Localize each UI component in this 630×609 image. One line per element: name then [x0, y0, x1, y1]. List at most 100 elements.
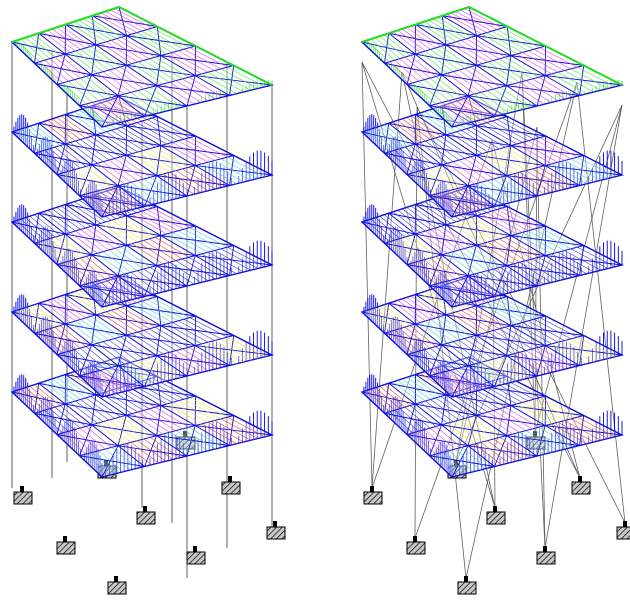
panel-hatch [103, 341, 132, 363]
panel-hatch [143, 410, 177, 431]
panel-hatch [69, 112, 102, 134]
panel-hatch [74, 21, 107, 43]
panel-hatch [466, 218, 500, 240]
panel-hatch [466, 128, 500, 150]
panel-hatch [430, 49, 460, 71]
columns [361, 61, 626, 579]
panel-hatch [455, 131, 488, 153]
panel-diagonal [91, 164, 157, 177]
panel-diagonal [468, 356, 477, 386]
panel-diagonal [415, 53, 477, 66]
panel-diagonal [160, 235, 234, 246]
panel-diagonal [11, 41, 66, 55]
panel-hatch [502, 117, 540, 138]
support-block [406, 541, 426, 555]
fixed-support-icon [571, 476, 591, 495]
panel-hatch [409, 405, 437, 427]
panel-diagonal [467, 185, 538, 197]
panel-hatch [428, 19, 462, 41]
fixed-support-icon [616, 521, 630, 540]
panel-hatch [487, 331, 520, 353]
panel-hatch [150, 177, 181, 198]
panel-hatch [401, 378, 431, 400]
panel-diagonal [545, 425, 623, 436]
panel-hatch [16, 390, 40, 412]
panel-hatch [85, 397, 115, 419]
panel-diagonal [34, 332, 92, 346]
panel-hatch [451, 12, 487, 33]
panel-hatch [114, 8, 153, 29]
panel-diagonal [406, 434, 469, 447]
panel-hatch [189, 47, 228, 68]
panel-hatch [136, 32, 173, 53]
panel-hatch [399, 408, 425, 430]
panel-diagonal [441, 44, 447, 75]
panel-diagonal [229, 65, 235, 96]
panel-diagonal [117, 155, 127, 186]
panel-diagonal [451, 365, 469, 398]
panel-diagonal [510, 145, 584, 156]
panel-hatch [538, 427, 573, 448]
panel-hatch [114, 248, 144, 270]
panel-hatch [474, 443, 502, 465]
panel-diagonal [384, 303, 390, 334]
panel-hatch [54, 326, 81, 349]
panel-hatch [496, 379, 535, 400]
panel-hatch [85, 256, 112, 278]
panel-hatch [522, 322, 559, 343]
panel-hatch [425, 320, 454, 342]
panel-hatch [435, 373, 460, 396]
panel-diagonal [506, 55, 512, 86]
panel-hatch [435, 317, 465, 339]
panel-hatch [564, 250, 601, 271]
panel-hatch [162, 353, 195, 375]
panel-hatch [114, 158, 144, 180]
panel-diagonal [117, 415, 127, 446]
panel-diagonal [101, 185, 119, 218]
panel-hatch [389, 61, 413, 84]
panel-hatch [461, 367, 488, 389]
panel-hatch [80, 399, 110, 421]
panel-hatch [137, 61, 170, 83]
panel-hatch [429, 347, 456, 370]
panel-hatch [92, 372, 117, 394]
panel-hatch [532, 348, 566, 370]
support-block [571, 481, 591, 495]
panel-diagonal [118, 6, 127, 36]
panel-hatch [496, 119, 535, 140]
panel-diagonal [144, 435, 158, 467]
panel-diagonal [56, 264, 119, 277]
panel-hatch [394, 409, 419, 432]
panel-hatch [430, 319, 460, 341]
panel-hatch [85, 426, 112, 448]
panel-diagonal [494, 85, 508, 117]
panel-diagonal [92, 285, 158, 297]
panel-hatch [189, 317, 228, 338]
panel-diagonal [361, 311, 416, 325]
panel-hatch [375, 127, 401, 149]
panel-hatch [442, 102, 467, 124]
panel-hatch [39, 61, 63, 84]
panel-hatch [16, 130, 40, 152]
panel-diagonal [441, 314, 447, 345]
panel-hatch [152, 27, 190, 48]
panel-diagonal [506, 355, 580, 366]
panel-hatch [74, 259, 99, 281]
panel-hatch [189, 227, 228, 248]
panel-diagonal [11, 221, 66, 235]
panel-hatch [384, 34, 411, 56]
fixed-support-icon [266, 521, 286, 540]
panel-hatch [131, 413, 164, 435]
panel-hatch [435, 193, 460, 216]
panel-hatch [399, 58, 425, 80]
panel-hatch [419, 112, 452, 134]
panel-hatch [458, 249, 488, 271]
panel-diagonal [429, 344, 443, 376]
panel-hatch [166, 53, 202, 75]
panel-hatch [455, 98, 481, 121]
panel-hatch [220, 418, 258, 439]
panel-hatch [154, 406, 189, 428]
panel-hatch [512, 353, 545, 375]
panel-hatch [442, 372, 467, 394]
panel-hatch [430, 399, 460, 421]
